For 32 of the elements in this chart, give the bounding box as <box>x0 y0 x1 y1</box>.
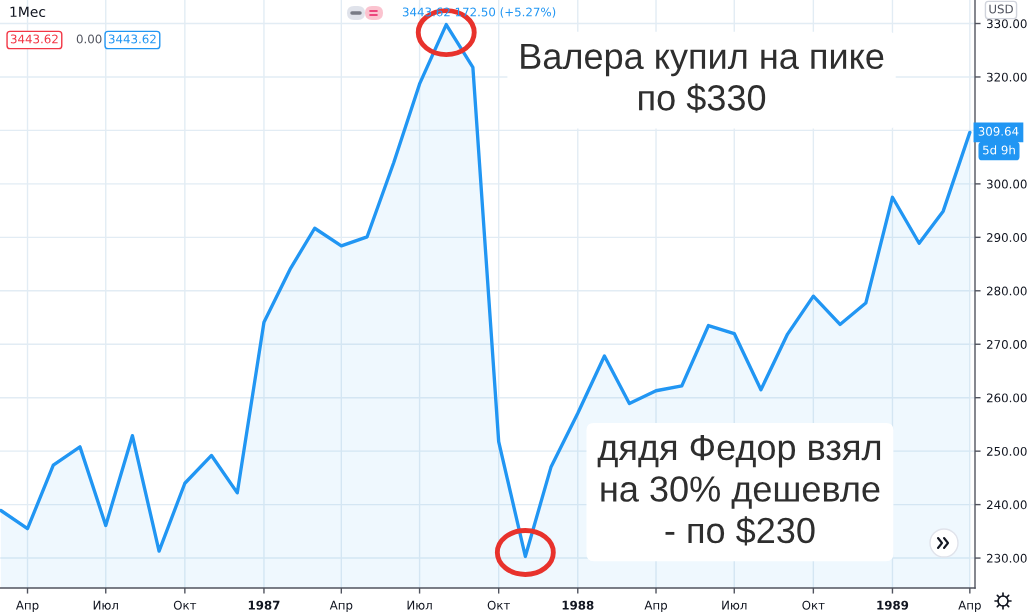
x-tick-label: Апр <box>15 600 39 612</box>
x-tick-label: Апр <box>329 600 353 612</box>
annotation: 0.00 <box>76 34 102 44</box>
y-tick-label: 260.00 <box>986 393 1027 403</box>
x-tick-label: Апр <box>644 600 668 612</box>
x-tick-label: 1989 <box>877 600 909 610</box>
annotation: 3443.62 <box>108 34 156 44</box>
annotation: дядя Федор взял на 30% дешевле - по $230 <box>597 434 881 546</box>
y-tick-label: 300.00 <box>987 179 1027 189</box>
text: 5d 9h <box>983 145 1015 155</box>
x-tick-label: Окт <box>802 600 825 610</box>
y-tick-label: 250.00 <box>986 446 1027 456</box>
y-tick-label: 270.00 <box>986 339 1027 349</box>
x-tick-label: Апр <box>958 600 981 612</box>
chart-title: 1Мес <box>10 6 46 18</box>
x-tick-label: Июл <box>722 600 747 610</box>
y-tick-label: 280.00 <box>986 286 1027 296</box>
x-tick-label: Окт <box>173 600 197 610</box>
y-tick-label: 330.00 <box>987 19 1027 29</box>
x-tick-label: Окт <box>487 600 510 610</box>
annotation: Валера купил на пике по $330 <box>521 43 884 113</box>
data-label: 309.64 <box>978 126 1019 136</box>
x-tick-label: 1987 <box>248 600 280 610</box>
x-tick-label: Июл <box>407 600 432 610</box>
x-tick-label: Июл <box>93 600 118 610</box>
y-tick-label: 240.00 <box>986 500 1027 510</box>
x-tick-label: 1988 <box>562 600 594 610</box>
y-tick-label: 290.00 <box>986 233 1027 242</box>
y-tick-label: 320.00 <box>987 72 1027 82</box>
text: USD <box>989 4 1013 14</box>
y-tick-label: 230.00 <box>986 553 1027 563</box>
annotation: 3443.62 <box>10 34 58 44</box>
